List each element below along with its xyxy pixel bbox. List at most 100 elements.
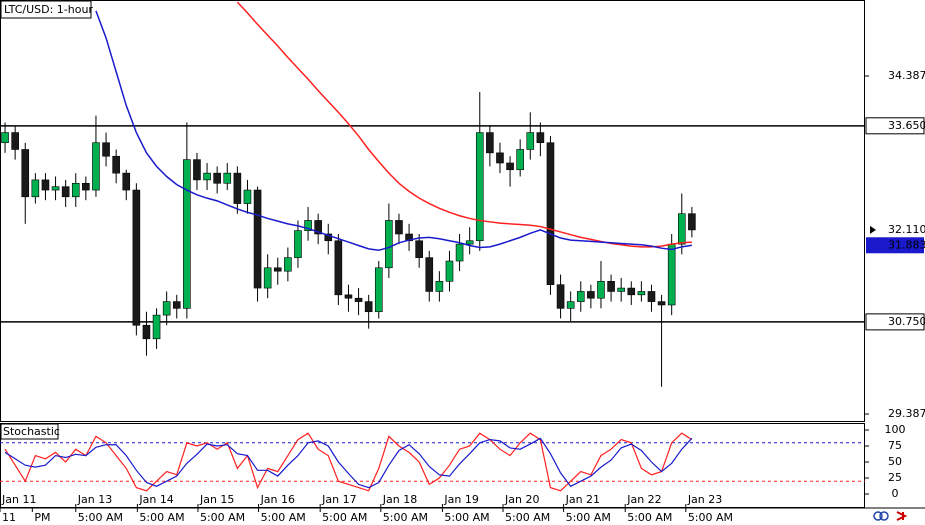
candle-body — [243, 189, 252, 204]
price-panel — [0, 0, 865, 422]
candle-body — [556, 284, 565, 309]
candle-body — [364, 301, 373, 313]
x-tick-label: Jan 14 — [138, 493, 173, 506]
candle-body — [617, 287, 625, 292]
candle-body — [172, 301, 181, 309]
x-tick-label: 5:00 AM — [383, 511, 428, 524]
candle-body — [61, 186, 70, 198]
level-label-box — [865, 117, 925, 135]
x-tick-label: Jan 22 — [626, 493, 661, 506]
candle-body — [546, 142, 555, 285]
candle-body — [576, 291, 585, 302]
stochastic-line — [4, 437, 693, 489]
x-tick-label: 5:00 AM — [322, 511, 367, 524]
candle-body — [152, 314, 161, 340]
candle-body — [233, 172, 242, 204]
y-tick-label: 0 — [892, 487, 899, 500]
x-tick-label: 5:00 AM — [505, 511, 550, 524]
x-tick-label: Jan 19 — [443, 493, 478, 506]
candle-body — [31, 179, 40, 198]
x-tick-label: Jan 23 — [687, 493, 722, 506]
stochastic-title-box — [0, 423, 59, 440]
candle-body — [1, 132, 9, 144]
y-tick-label: 34.387 — [888, 69, 925, 82]
candle-body — [374, 267, 383, 313]
moving-average — [95, 10, 692, 251]
link-icon[interactable] — [873, 511, 883, 521]
candle-body — [92, 142, 100, 191]
x-tick-label: Jan 21 — [565, 493, 600, 506]
candle-body — [193, 159, 201, 181]
candle-body — [334, 240, 343, 296]
candle-body — [132, 189, 141, 326]
candle-body — [324, 233, 333, 242]
ma-price-label: 31.883 — [888, 238, 925, 251]
level-label-box — [865, 313, 925, 331]
candle-body — [304, 220, 312, 231]
x-tick-label: 5:00 AM — [78, 511, 123, 524]
candle-body — [677, 213, 686, 245]
arrow-icon[interactable] — [896, 511, 908, 521]
candle-body — [253, 189, 262, 289]
stochastic-line — [4, 432, 693, 492]
candle-body — [526, 132, 535, 150]
current-price-label: 32.110 — [888, 223, 925, 236]
candle-body — [657, 301, 666, 306]
x-tick-label: PM — [34, 511, 50, 524]
candle-body — [344, 294, 353, 299]
x-tick-label: 5:00 AM — [261, 511, 306, 524]
candle-body — [11, 132, 19, 150]
y-tick-label: 29.387 — [888, 407, 925, 420]
y-tick-label: 50 — [888, 455, 902, 468]
candle-body — [688, 213, 696, 231]
moving-average — [236, 1, 692, 248]
x-tick-label: 5:00 AM — [200, 511, 245, 524]
candle-body — [142, 324, 151, 340]
candle-body — [506, 162, 514, 171]
candle-body — [395, 220, 403, 235]
candle-body — [587, 291, 595, 299]
candle-body — [51, 186, 60, 191]
x-tick-label: Jan 16 — [260, 493, 295, 506]
candle-body — [294, 230, 302, 258]
candle-body — [627, 287, 636, 296]
x-tick-label: 5:00 AM — [566, 511, 611, 524]
candle-body — [112, 155, 120, 174]
x-tick-label: Jan 18 — [382, 493, 417, 506]
x-tick-label: 5:00 AM — [688, 511, 733, 524]
candle-body — [496, 152, 504, 164]
toolbar-icons[interactable] — [873, 511, 908, 521]
candle-body — [21, 149, 30, 198]
y-tick-label: 25 — [888, 471, 902, 484]
candle-body — [354, 297, 363, 302]
candle-body — [385, 220, 393, 269]
y-tick-label: 75 — [888, 439, 902, 452]
level-label: 30.750 — [888, 315, 925, 328]
candle-body — [82, 182, 90, 191]
candle-body — [273, 267, 282, 272]
chart-title: LTC/USD: 1-hour — [4, 3, 93, 16]
x-tick-label: Jan 11 — [1, 493, 36, 506]
candle-body — [465, 240, 474, 245]
x-tick-label: Jan 15 — [199, 493, 234, 506]
candle-body — [71, 182, 80, 198]
candle-body — [314, 220, 322, 235]
candle-body — [203, 172, 211, 181]
candle-body — [455, 243, 464, 262]
candle-body — [475, 132, 484, 242]
candle-body — [425, 257, 434, 292]
candle-body — [667, 243, 676, 306]
link-icon[interactable] — [879, 511, 889, 521]
title-box — [0, 0, 92, 19]
candle-body — [536, 132, 545, 144]
price-marker — [870, 225, 876, 234]
x-tick-label: Jan 20 — [504, 493, 539, 506]
x-tick-label: 5:00 AM — [139, 511, 184, 524]
candle-body — [486, 132, 494, 154]
candle-body — [263, 267, 272, 289]
stochastic-panel — [0, 423, 865, 508]
candle-body — [597, 281, 605, 299]
candle-body — [162, 301, 171, 316]
candle-body — [445, 260, 454, 282]
